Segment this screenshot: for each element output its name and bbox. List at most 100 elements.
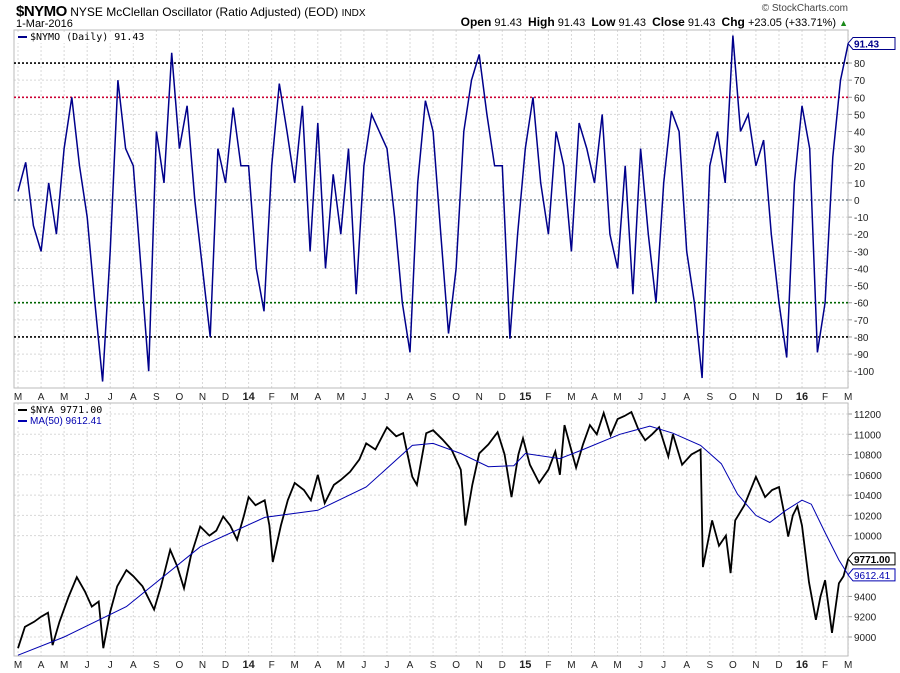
y-tick-label: 10800 — [854, 451, 882, 462]
x-tick-label: D — [775, 660, 782, 671]
x-tick-label: A — [38, 660, 45, 671]
nya-legend: $NYA 9771.00 — [16, 405, 105, 416]
y-tick-label: 9200 — [854, 613, 877, 624]
x-tick-label: 15 — [519, 391, 531, 403]
nymo-legend-text: $NYMO (Daily) 91.43 — [30, 32, 145, 43]
x-tick-label: N — [476, 392, 483, 403]
x-tick-label: M — [60, 392, 68, 403]
x-tick-label: M — [567, 660, 575, 671]
y-tick-label: 80 — [854, 59, 866, 70]
x-tick-label: F — [269, 392, 275, 403]
y-tick-label: -70 — [854, 316, 869, 327]
x-tick-label: N — [752, 392, 759, 403]
x-tick-label: F — [545, 660, 551, 671]
x-tick-label: J — [108, 660, 113, 671]
x-tick-label: A — [407, 392, 414, 403]
copyright: © StockCharts.com — [761, 3, 848, 14]
y-tick-label: -90 — [854, 350, 869, 361]
y-tick-label: 10 — [854, 179, 866, 190]
x-tick-label: A — [591, 660, 598, 671]
x-tick-label: J — [85, 660, 90, 671]
x-tick-label: J — [661, 660, 666, 671]
y-tick-label: 9400 — [854, 592, 877, 603]
x-tick-label: F — [545, 392, 551, 403]
y-tick-label: 0 — [854, 196, 860, 207]
x-tick-label: 16 — [796, 659, 808, 671]
x-tick-label: M — [60, 660, 68, 671]
x-tick-label: A — [130, 392, 137, 403]
y-tick-label: -10 — [854, 213, 869, 224]
x-tick-label: 14 — [242, 391, 255, 403]
x-tick-label: J — [384, 660, 389, 671]
x-tick-label: M — [613, 392, 621, 403]
nya-last-value-tag: 9771.00 — [847, 552, 896, 566]
x-tick-label: D — [222, 660, 229, 671]
x-tick-label: J — [384, 392, 389, 403]
x-tick-label: O — [452, 660, 460, 671]
high-value: 91.43 — [557, 17, 586, 29]
x-tick-label: O — [729, 392, 737, 403]
chg-value: +23.05 (+33.71%) — [747, 17, 837, 29]
x-tick-label: N — [752, 660, 759, 671]
close-value: 91.43 — [687, 17, 716, 29]
y-tick-label: 11200 — [854, 410, 882, 421]
x-tick-label: N — [199, 660, 206, 671]
high-label: High — [528, 15, 555, 29]
legend-swatch — [18, 420, 27, 423]
x-tick-label: J — [661, 392, 666, 403]
y-tick-label: 70 — [854, 76, 866, 87]
x-tick-label: D — [499, 660, 506, 671]
y-tick-label: 9000 — [854, 633, 877, 644]
x-tick-label: A — [38, 392, 45, 403]
value-tag-text: 91.43 — [854, 39, 879, 50]
nya-legend-text: $NYA 9771.00 — [30, 405, 103, 416]
y-tick-label: 30 — [854, 145, 866, 156]
x-tick-label: M — [337, 660, 345, 671]
nya-price-line — [17, 410, 850, 649]
x-tick-label: J — [108, 392, 113, 403]
x-tick-label: A — [591, 392, 598, 403]
nymo-panel-frame — [13, 29, 849, 389]
x-tick-label: M — [567, 392, 575, 403]
x-tick-label: A — [130, 660, 137, 671]
y-tick-label: 40 — [854, 128, 866, 139]
x-tick-label: O — [176, 660, 184, 671]
x-tick-label: O — [176, 392, 184, 403]
ma-legend: MA(50) 9612.41 — [16, 416, 104, 427]
x-tick-label: M — [291, 392, 299, 403]
exchange: INDX — [341, 8, 366, 19]
x-tick-label: M — [14, 660, 22, 671]
x-tick-label: A — [683, 392, 690, 403]
x-tick-label: 16 — [796, 391, 808, 403]
x-tick-label: M — [14, 392, 22, 403]
y-tick-label: 60 — [854, 93, 866, 104]
x-tick-label: M — [291, 660, 299, 671]
y-tick-label: 10400 — [854, 491, 882, 502]
x-tick-label: J — [361, 392, 366, 403]
x-tick-label: M — [844, 660, 852, 671]
x-tick-label: M — [613, 660, 621, 671]
x-tick-label: N — [199, 392, 206, 403]
value-tag-box — [847, 552, 896, 566]
y-tick-label: 10600 — [854, 471, 882, 482]
x-tick-label: A — [314, 392, 321, 403]
x-tick-label: F — [822, 392, 828, 403]
nya-panel-frame — [13, 402, 849, 657]
low-label: Low — [591, 15, 616, 29]
x-tick-label: M — [844, 392, 852, 403]
x-tick-label: O — [452, 392, 460, 403]
y-tick-label: -30 — [854, 247, 869, 258]
value-tag-text: 9612.41 — [854, 571, 891, 582]
ma-legend-text: MA(50) 9612.41 — [30, 416, 102, 427]
legend-swatch — [18, 409, 27, 411]
y-tick-label: -60 — [854, 299, 869, 310]
x-tick-label: J — [638, 392, 643, 403]
value-tag-box — [847, 36, 896, 50]
x-tick-label: J — [361, 660, 366, 671]
symbol: $NYMO — [16, 3, 67, 20]
x-tick-label: D — [222, 392, 229, 403]
x-tick-label: S — [153, 392, 160, 403]
y-tick-label: -40 — [854, 264, 869, 275]
low-value: 91.43 — [618, 17, 647, 29]
